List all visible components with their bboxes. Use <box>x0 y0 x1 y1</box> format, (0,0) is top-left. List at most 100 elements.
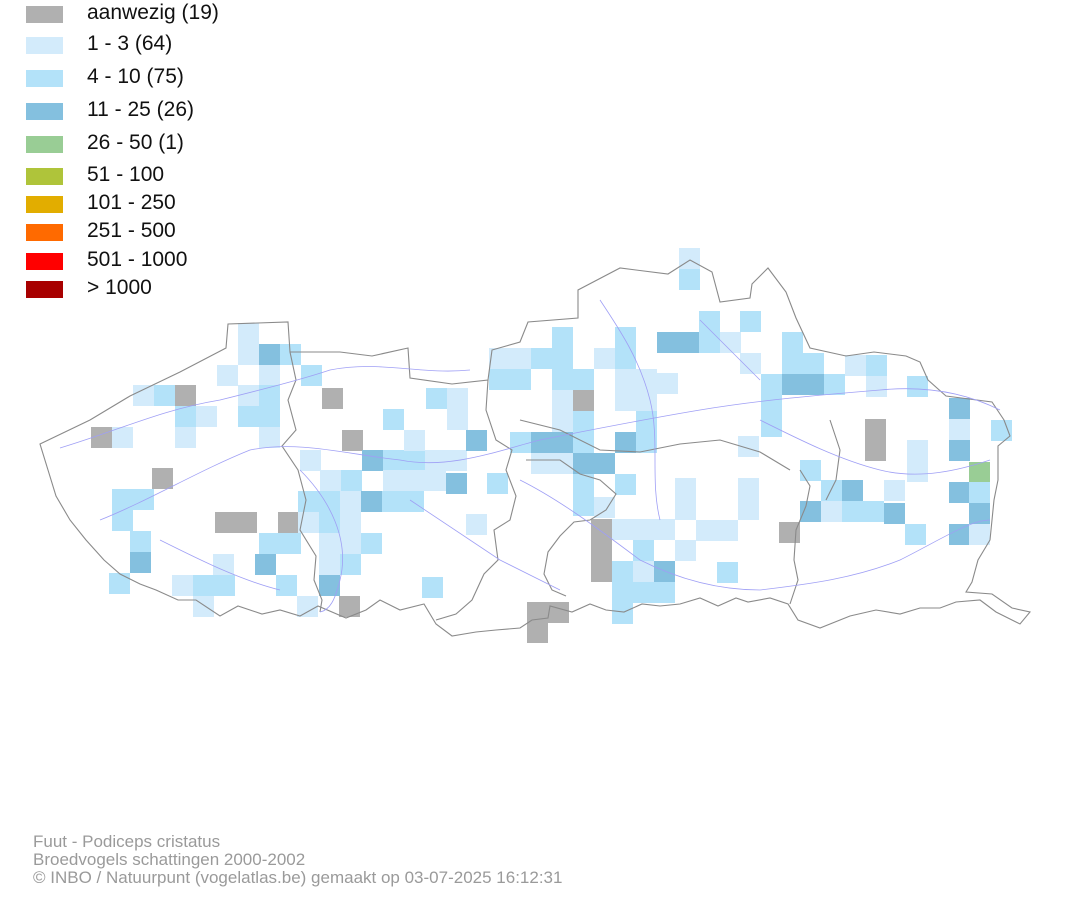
grid-cell <box>447 409 468 430</box>
grid-cell <box>404 430 425 451</box>
grid-cell <box>800 501 821 522</box>
grid-cell <box>573 411 594 432</box>
province-border-east <box>789 469 811 605</box>
grid-cell <box>573 474 594 495</box>
grid-cell <box>552 432 573 453</box>
grid-cell <box>720 332 741 353</box>
grid-cell <box>949 419 970 440</box>
grid-cell <box>238 406 259 427</box>
grid-cell <box>130 552 151 573</box>
grid-cell <box>907 440 928 461</box>
grid-cell <box>949 398 970 419</box>
grid-cell <box>552 390 573 411</box>
grid-cell <box>612 561 633 582</box>
grid-cell <box>383 409 404 430</box>
grid-cell <box>112 510 133 531</box>
species-name: Fuut - Podiceps cristatus <box>33 832 221 851</box>
grid-cell <box>845 355 866 376</box>
grid-cell <box>949 524 970 545</box>
grid-cell <box>615 390 636 411</box>
grid-cell <box>319 512 340 533</box>
grid-cell <box>612 519 633 540</box>
grid-cell <box>969 462 990 483</box>
grid-cell <box>340 554 361 575</box>
grid-cell <box>738 478 759 499</box>
river <box>519 479 991 591</box>
grid-cell <box>842 480 863 501</box>
grid-cell <box>591 540 612 561</box>
grid-cell <box>175 427 196 448</box>
grid-cell <box>213 554 234 575</box>
grid-cell <box>361 491 382 512</box>
grid-cell <box>319 533 340 554</box>
grid-cell <box>779 522 800 543</box>
grid-cell <box>297 596 318 617</box>
grid-cell <box>803 374 824 395</box>
grid-cell <box>738 436 759 457</box>
grid-cell <box>217 365 238 386</box>
grid-cell <box>466 430 487 451</box>
legend-swatch <box>26 37 63 54</box>
grid-cell <box>675 540 696 561</box>
grid-cell <box>761 374 782 395</box>
grid-cell <box>654 561 675 582</box>
grid-cell <box>278 512 299 533</box>
grid-cell <box>531 348 552 369</box>
grid-cell <box>654 519 675 540</box>
grid-cell <box>466 514 487 535</box>
grid-cell <box>112 489 133 510</box>
flanders-outline <box>39 259 1032 637</box>
grid-cell <box>884 480 905 501</box>
province-border-west <box>281 351 323 613</box>
grid-cell <box>717 520 738 541</box>
grid-cell <box>341 470 362 491</box>
rivers-layer <box>59 299 1001 613</box>
legend-swatch <box>26 281 63 298</box>
legend-swatch <box>26 196 63 213</box>
grid-cell <box>573 390 594 411</box>
grid-cell <box>527 622 548 643</box>
grid-cell <box>865 419 886 440</box>
legend-swatch <box>26 224 63 241</box>
grid-cell <box>782 353 803 374</box>
grid-cell <box>548 602 569 623</box>
grid-cell <box>636 369 657 390</box>
grid-cell <box>383 470 404 491</box>
grid-cell <box>699 311 720 332</box>
grid-cell <box>633 519 654 540</box>
grid-cell <box>615 327 636 348</box>
grid-cell <box>214 575 235 596</box>
legend-swatch <box>26 103 63 120</box>
grid-cell <box>320 470 341 491</box>
grid-cell <box>193 575 214 596</box>
grid-cell <box>552 369 573 390</box>
grid-cell <box>657 373 678 394</box>
grid-cell <box>884 503 905 524</box>
grid-cell <box>821 501 842 522</box>
province-border-central <box>435 379 517 621</box>
grid-cell <box>276 575 297 596</box>
grid-cell <box>340 533 361 554</box>
river <box>159 539 281 591</box>
grid-cell <box>636 411 657 432</box>
river <box>409 499 561 591</box>
grid-cell <box>425 450 446 471</box>
grid-cell <box>615 432 636 453</box>
grid-cell <box>340 491 361 512</box>
grid-cell <box>152 468 173 489</box>
river <box>99 388 1001 521</box>
grid-cell <box>236 512 257 533</box>
legend-swatch <box>26 6 63 23</box>
grid-cell <box>824 374 845 395</box>
legend-label: 251 - 500 <box>87 219 176 242</box>
grid-cell <box>636 390 657 411</box>
borders-layer <box>39 259 1032 637</box>
grid-cell <box>675 478 696 499</box>
grid-cell <box>949 440 970 461</box>
grid-cell <box>969 482 990 503</box>
grid-cells-layer <box>91 248 1012 643</box>
grid-cell <box>300 450 321 471</box>
grid-cell <box>740 353 761 374</box>
grid-cell <box>594 497 615 518</box>
